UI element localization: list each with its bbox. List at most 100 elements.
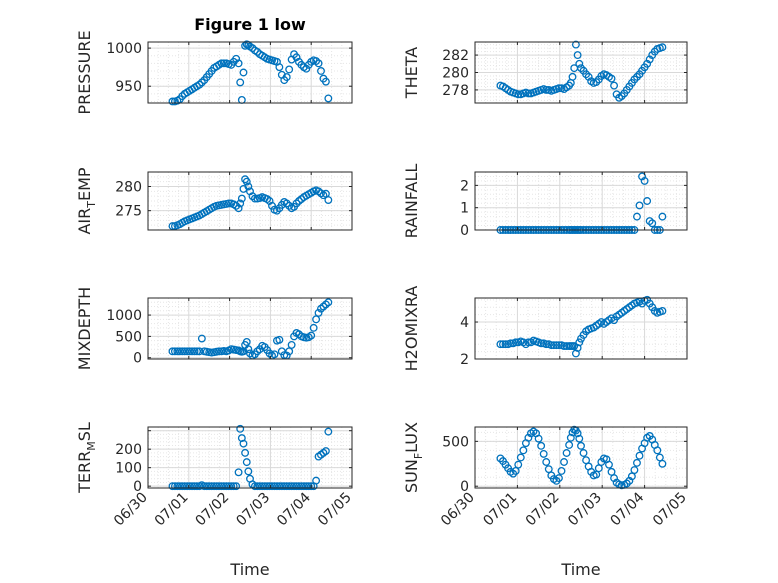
data-point [280,482,289,491]
data-point [519,446,528,455]
subplot-4: 0 1 2 RAINFALL [402,164,688,239]
data-point [170,347,179,356]
data-point [537,441,546,450]
data-point [173,347,182,356]
x-tick-label: 07/03 [565,490,605,530]
x-axis-left: 06/30 07/01 07/02 07/03 07/04 07/05 Time [111,489,355,579]
x-tick-label: 06/30 [111,490,151,530]
data-point [272,206,281,215]
data-point [219,482,228,491]
data-point [242,177,251,186]
data-point [265,482,274,491]
data-point [324,196,333,204]
x-tick-label: 07/03 [233,490,273,530]
data-point [557,467,566,475]
data-point [285,201,294,210]
data-point [265,349,274,358]
data-point [258,482,267,491]
data-point [234,468,243,477]
data-point [185,482,194,491]
data-point [190,482,199,491]
y-axis-label-main: TERR [75,451,94,494]
data-point [193,482,201,491]
y-tick-label: 100 [115,461,142,477]
y-tick-label: 1000 [106,308,142,324]
data-point [307,482,316,491]
data-point [292,482,301,491]
data-point [658,212,667,221]
data-point [566,433,575,442]
data-point [287,340,296,349]
data-point [173,482,182,491]
data-point [630,466,639,475]
data-point [241,448,250,457]
y-tick-label: 0 [133,351,142,367]
data-point [321,77,330,86]
data-point [190,347,199,356]
data-point [573,51,582,60]
x-axis-label: Time [560,560,600,579]
data-point [175,482,184,491]
data-point [270,350,279,359]
data-point [511,338,520,347]
data-point [185,347,194,356]
data-point [237,194,246,203]
axes-box [147,41,353,104]
data-point [227,482,236,491]
data-point [317,67,325,75]
data-point [219,59,228,68]
data-point [242,337,251,346]
y-tick-label: 1 [460,201,469,217]
axes-box [147,426,353,489]
data-point [290,482,299,491]
data-point [180,347,189,356]
data-point [215,482,223,491]
subplot-1: 950 1000 PRESSURE [75,30,353,115]
data-point [188,347,197,356]
axes-box [147,297,353,360]
data-point [239,439,248,448]
data-series [496,425,667,490]
data-point [317,304,325,313]
data-point [253,347,262,356]
axes-box [147,171,353,231]
data-point [195,80,204,89]
data-point [272,482,281,491]
data-point [270,482,279,491]
data-point [224,482,233,491]
data-point [547,341,556,350]
x-tick-label: 07/04 [274,489,314,529]
y-tick-label: 2 [460,352,469,368]
data-point [324,94,333,103]
data-point [568,72,577,81]
y-axis-label: SUNFLUX [402,422,425,493]
y-axis-label: PRESSURE [75,30,94,114]
data-point [241,41,250,50]
y-axis-label-subscript: T [85,201,98,209]
data-point [506,339,515,348]
data-point [555,474,563,483]
y-tick-label: 200 [115,442,142,458]
data-point [242,458,251,467]
x-tick-label: 07/01 [480,490,520,530]
y-tick-label: 4 [460,315,469,331]
data-point [236,199,245,208]
data-point [499,340,507,349]
data-point [168,97,177,106]
data-series [168,424,333,491]
subplot-6: 2 4 H2OMIXRA [402,286,688,371]
data-point [321,300,330,309]
y-axis-label-subscript: F [412,453,425,459]
data-point [542,458,551,466]
data-point [232,201,241,210]
data-point [653,446,662,455]
data-point [537,339,546,348]
data-point [573,429,582,438]
data-point [287,482,296,491]
data-point [170,482,179,491]
data-point [234,204,243,213]
data-point [571,40,580,49]
y-tick-label: 0 [460,223,469,239]
data-point [633,212,641,221]
data-point [297,482,306,491]
